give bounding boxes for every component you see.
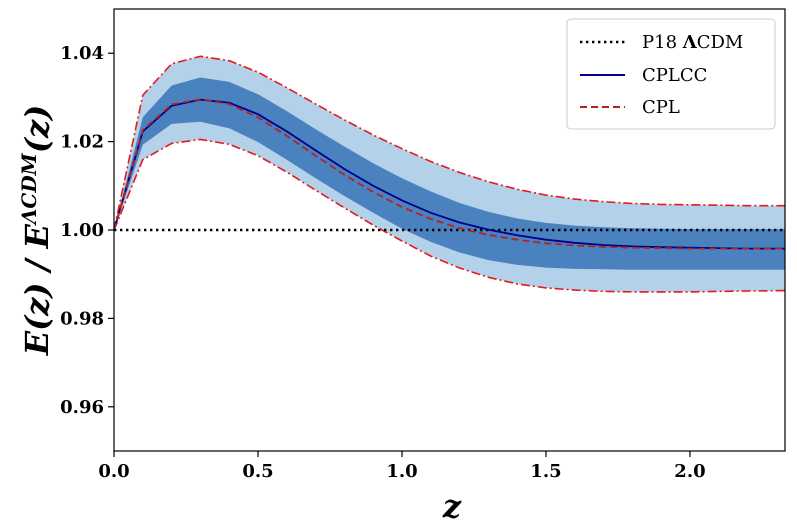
- y-axis-title-tail: (z): [18, 105, 56, 153]
- legend-box: [566, 18, 776, 130]
- y-axis-ticks: 0.96 0.98 1.00 1.02 1.04: [60, 43, 114, 418]
- x-tick-label: 0.0: [98, 461, 129, 482]
- y-axis-title: E(z) / EΛCDM(z): [17, 105, 56, 357]
- legend-label-p18-bold: Λ: [682, 32, 698, 53]
- y-axis-title-sup: ΛCDM: [17, 152, 41, 226]
- y-tick-label: 1.00: [60, 220, 104, 241]
- legend-label-p18-prefix: P18: [642, 32, 683, 53]
- legend-label-cpl: CPL: [642, 97, 680, 118]
- y-axis-title-main: E(z) / E: [18, 223, 56, 356]
- y-tick-label: 1.04: [60, 43, 104, 64]
- series-lines: [113, 55, 786, 293]
- confidence-bands: [114, 56, 785, 292]
- x-tick-label: 2.0: [674, 461, 705, 482]
- legend: P18 ΛCDM CPLCC CPL: [566, 18, 776, 130]
- y-tick-label: 1.02: [60, 132, 104, 153]
- y-tick-label: 0.98: [60, 308, 104, 329]
- envelope-lower-line: [113, 138, 786, 293]
- x-axis-ticks: 0.0 0.5 1.0 1.5 2.0: [98, 451, 706, 482]
- x-tick-label: 0.5: [242, 461, 273, 482]
- series-line-cpl: [113, 98, 785, 250]
- legend-label-p18: P18 ΛCDM: [642, 32, 743, 53]
- legend-label-cplcc: CPLCC: [642, 65, 707, 86]
- x-axis-title: z: [442, 487, 462, 525]
- x-tick-label: 1.0: [386, 461, 417, 482]
- y-tick-label: 0.96: [60, 397, 104, 418]
- band-1sigma: [114, 77, 785, 270]
- envelope-upper-line: [113, 55, 785, 231]
- legend-label-p18-suffix: CDM: [697, 32, 744, 53]
- plot-frame: [113, 8, 786, 452]
- x-tick-label: 1.5: [530, 461, 561, 482]
